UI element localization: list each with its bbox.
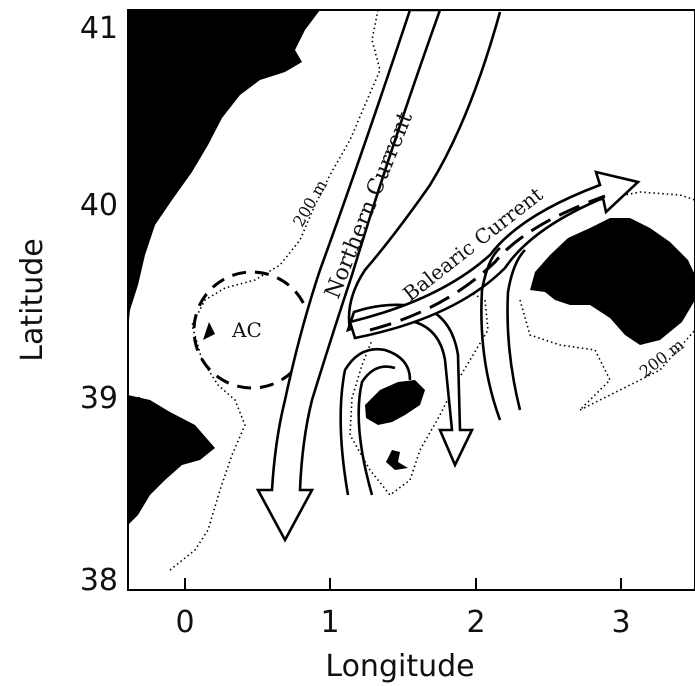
iberian-coast	[128, 10, 320, 330]
ac-eddy-arrow	[203, 322, 215, 340]
northern-current-arrow	[255, 10, 442, 543]
inflow-line-ibiza	[339, 347, 412, 496]
inflow-line-mallorca-1	[480, 247, 502, 421]
y-axis-title: Latitude	[15, 238, 50, 361]
x-tick-1: 1	[320, 605, 339, 640]
x-tick-0: 0	[175, 605, 194, 640]
y-tick-40: 40	[80, 188, 118, 223]
ac-label: AC	[231, 318, 262, 342]
x-tick-2: 2	[466, 605, 485, 640]
isobath-200m-mallorca	[519, 191, 695, 411]
x-tick-3: 3	[611, 605, 630, 640]
y-tick-41: 41	[80, 11, 118, 46]
balearic-current-dashes	[369, 194, 606, 332]
x-axis-ticks	[184, 578, 622, 590]
inflow-line-mallorca-2	[506, 249, 526, 411]
cape-nao	[128, 395, 215, 525]
mallorca-island	[530, 218, 695, 345]
inflow-line-ibiza-inner	[357, 365, 396, 496]
y-tick-38: 38	[80, 563, 118, 598]
ibiza-island	[365, 380, 425, 425]
y-axis-ticks	[128, 204, 140, 399]
formentera-island	[386, 450, 408, 470]
inflow-line-north	[347, 11, 502, 331]
y-tick-39: 39	[80, 381, 118, 416]
x-axis-title: Longitude	[325, 649, 474, 684]
